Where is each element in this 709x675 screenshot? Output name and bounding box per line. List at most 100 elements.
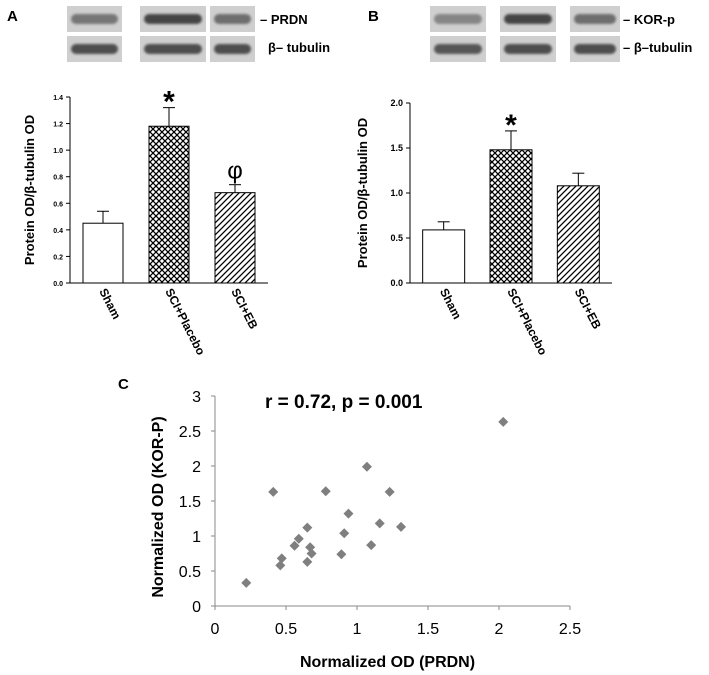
- scatter-point: [336, 549, 347, 560]
- scatter-point: [302, 556, 313, 567]
- significance-marker: φ: [227, 158, 243, 185]
- x-tick-label: 1.5: [417, 621, 439, 638]
- blot-lane: [500, 6, 556, 32]
- blot-a-label-tubulin: β– tubulin: [268, 40, 331, 55]
- y-axis-label: Normalized OD (KOR-P): [150, 416, 167, 597]
- x-tick-label: 1: [353, 621, 362, 638]
- panel-c-letter: C: [118, 376, 129, 393]
- x-category-label: SCI+EB: [228, 286, 260, 332]
- bar-sci-placebo: [489, 149, 533, 284]
- y-tick-label: 1.0: [53, 148, 63, 155]
- bar-sci-eb: [556, 185, 600, 284]
- blot-band: [214, 44, 251, 54]
- blot-lane: [500, 36, 556, 62]
- y-tick-label: 3: [192, 389, 201, 406]
- blot-band: [434, 44, 482, 54]
- scatter-point: [320, 486, 331, 497]
- scatter-point: [276, 553, 287, 564]
- blot-band: [214, 14, 251, 24]
- scatter-point: [268, 486, 279, 497]
- blot-lane: [430, 6, 486, 32]
- x-tick-label: 0.5: [275, 621, 297, 638]
- x-tick-label: 2.5: [559, 621, 581, 638]
- scatter-point: [289, 540, 300, 551]
- scatter-point: [302, 522, 313, 533]
- scatter-point: [305, 542, 316, 553]
- scatter-point: [339, 528, 350, 539]
- scatter-point: [306, 548, 317, 559]
- blot-band: [71, 14, 118, 24]
- x-category-label: SCI+Placebo: [162, 286, 208, 357]
- blot-lane: [140, 36, 206, 62]
- bar-sci-eb: [214, 192, 256, 284]
- blot-lane: [67, 36, 122, 62]
- blot-a-label-prdn: – PRDN: [260, 12, 308, 27]
- significance-marker: *: [505, 109, 517, 142]
- bar-sham: [422, 229, 466, 284]
- y-tick-label: 0.5: [390, 233, 403, 243]
- correlation-annotation: r = 0.72, p = 0.001: [265, 392, 423, 413]
- x-category-label: Sham: [437, 286, 464, 321]
- scatter-point: [241, 577, 252, 588]
- y-tick-label: 0.0: [53, 281, 63, 288]
- blot-b-label-tubulin: – β–tubulin: [623, 40, 693, 55]
- blot-lane: [570, 36, 620, 62]
- scatter-point: [384, 486, 395, 497]
- y-tick-label: 0.0: [390, 278, 403, 288]
- blot-lane: [210, 6, 255, 32]
- blot-lane: [140, 6, 206, 32]
- scatter-point: [293, 533, 304, 544]
- y-axis-label: Protein OD/β-tubulin OD: [355, 118, 370, 268]
- scatter-point: [275, 560, 286, 571]
- blot-b-label-korp: – KOR-p: [623, 12, 675, 27]
- y-tick-label: 2: [192, 459, 201, 476]
- y-tick-label: 1.5: [390, 143, 403, 153]
- blot-band: [574, 44, 616, 54]
- y-tick-label: 1.5: [179, 494, 201, 511]
- blot-band: [504, 44, 552, 54]
- y-tick-label: 2.0: [390, 98, 403, 108]
- x-category-label: Sham: [96, 286, 123, 321]
- scatter-point: [374, 518, 385, 529]
- blot-band: [434, 14, 482, 24]
- blot-lane: [67, 6, 122, 32]
- scatter-point: [498, 416, 509, 427]
- x-tick-label: 2: [495, 621, 504, 638]
- panel-a-letter: A: [7, 8, 18, 25]
- blot-lane: [210, 36, 255, 62]
- y-tick-label: 0.8: [53, 175, 63, 182]
- y-tick-label: 0.2: [53, 254, 63, 261]
- scatter-point: [361, 461, 372, 472]
- blot-lane: [570, 6, 620, 32]
- y-tick-label: 0.6: [53, 201, 63, 208]
- significance-marker: *: [163, 86, 175, 119]
- blot-band: [504, 14, 552, 24]
- x-category-label: SCI+Placebo: [504, 286, 550, 357]
- y-tick-label: 1: [192, 529, 201, 546]
- x-axis-label: Normalized OD (PRDN): [300, 654, 475, 671]
- scatter-point: [396, 521, 407, 532]
- blot-band: [144, 44, 202, 54]
- y-tick-label: 0: [192, 599, 201, 616]
- y-tick-label: 1.4: [53, 95, 63, 102]
- y-tick-label: 0.5: [179, 564, 201, 581]
- y-tick-label: 0.4: [53, 228, 63, 235]
- y-tick-label: 1.0: [390, 188, 403, 198]
- y-tick-label: 2.5: [179, 424, 201, 441]
- blot-band: [144, 14, 202, 24]
- panel-b-letter: B: [368, 8, 379, 25]
- y-tick-label: 1.2: [53, 122, 63, 129]
- bar-sham: [82, 222, 124, 284]
- bar-sci-placebo: [148, 125, 190, 284]
- scatter-point: [343, 508, 354, 519]
- x-tick-label: 0: [211, 621, 220, 638]
- blot-band: [574, 14, 616, 24]
- blot-lane: [430, 36, 486, 62]
- scatter-point: [366, 540, 377, 551]
- x-category-label: SCI+EB: [572, 286, 604, 332]
- y-axis-label: Protein OD/β-tubulin OD: [22, 115, 37, 265]
- blot-band: [71, 44, 118, 54]
